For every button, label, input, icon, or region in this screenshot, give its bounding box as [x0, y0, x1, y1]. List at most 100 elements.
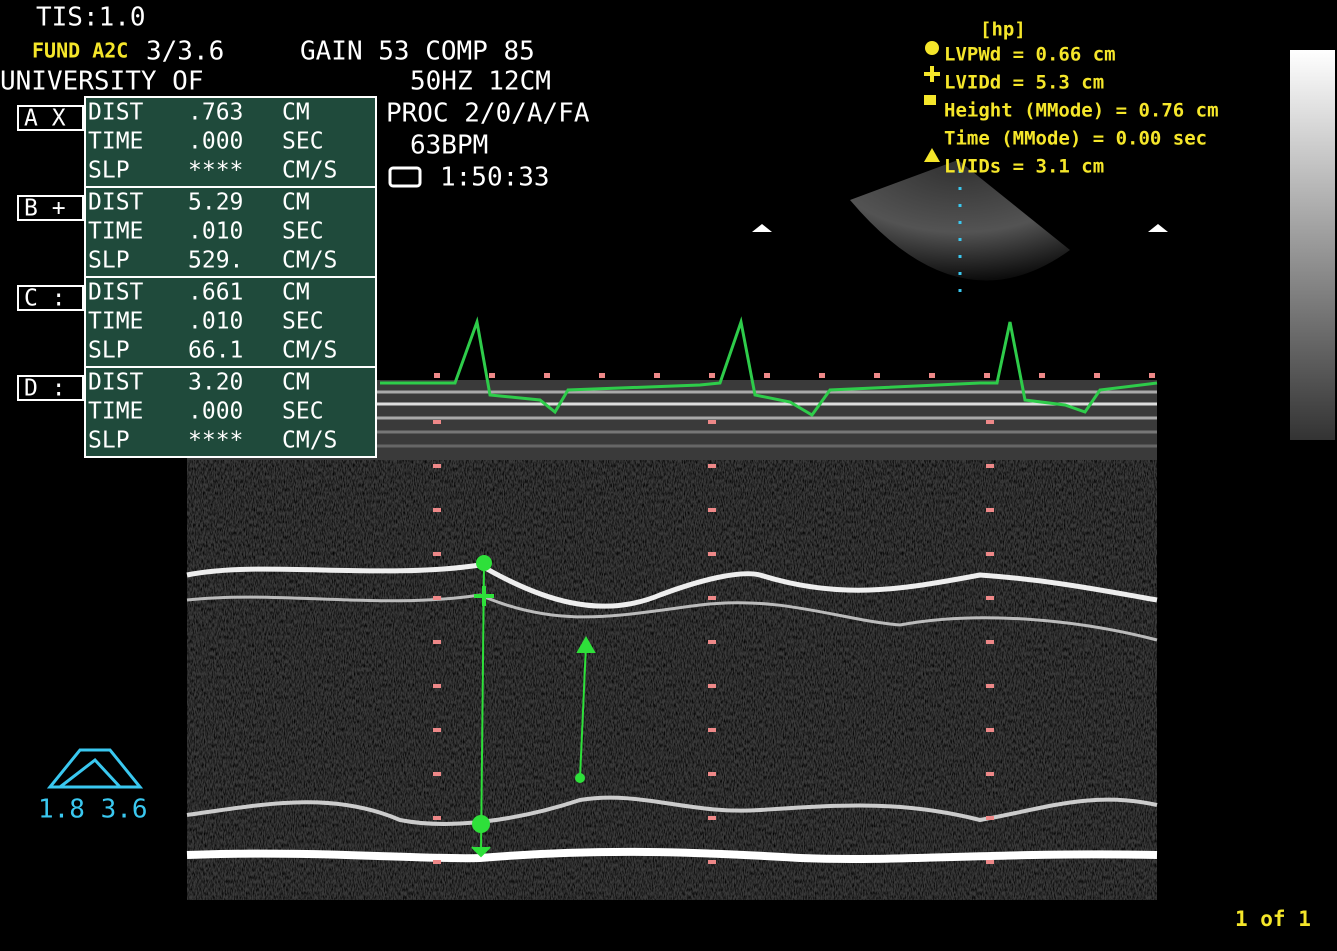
probe: [hp]	[980, 19, 1026, 41]
result-item: LVIDd = 5.3 cm	[944, 72, 1104, 94]
result-item: Height (MMode) = 0.76 cm	[944, 100, 1219, 122]
time-tick	[708, 860, 716, 864]
time-tick	[708, 552, 716, 556]
caliper-cell: CM/S	[282, 158, 337, 184]
time-tick	[1039, 373, 1045, 378]
caliper-cell: DIST	[88, 190, 144, 216]
heart-rate: 63BPM	[410, 131, 488, 161]
caliper-label: B +	[24, 196, 66, 222]
time-tick	[986, 860, 994, 864]
grayscale-bar	[1290, 50, 1335, 440]
time-tick	[986, 772, 994, 776]
time-tick	[708, 684, 716, 688]
result-item: LVIDs = 3.1 cm	[944, 156, 1104, 178]
caliper-cell: SEC	[282, 399, 324, 425]
time-tick	[433, 816, 441, 820]
caliper-cell: .763	[188, 100, 243, 126]
time-tick	[433, 640, 441, 644]
caliper-cell: .010	[188, 219, 243, 245]
caliper-cell: CM/S	[282, 428, 337, 454]
time-tick	[708, 420, 716, 424]
page-indicator: 1 of 1	[1235, 907, 1311, 931]
preset: FUND A2C	[32, 39, 128, 63]
result-item: LVPWd = 0.66 cm	[944, 44, 1116, 66]
time-tick	[984, 373, 990, 378]
time-tick	[433, 860, 441, 864]
time-tick	[708, 640, 716, 644]
frame-rate: 50HZ 12CM	[410, 67, 551, 97]
caliper-cell: .661	[188, 280, 243, 306]
time-tick	[433, 508, 441, 512]
time-tick	[929, 373, 935, 378]
ultrasound-screen: TIS:1.0 FUND A2C 3/3.6 GAIN 53 COMP 85 U…	[0, 0, 1337, 951]
time-tick	[986, 508, 994, 512]
caliper-cell: 66.1	[188, 338, 243, 364]
caliper-cell: TIME	[88, 309, 143, 335]
caliper-cell: .000	[188, 399, 243, 425]
time-tick	[433, 596, 441, 600]
caliper-cell: CM	[282, 100, 310, 126]
caliper-cell: ****	[188, 428, 243, 454]
time-tick	[819, 373, 825, 378]
time-tick	[708, 596, 716, 600]
time-tick	[708, 728, 716, 732]
caliper-cell: SLP	[88, 248, 130, 274]
caliper-cell: CM/S	[282, 338, 337, 364]
caliper-cell: CM	[282, 370, 310, 396]
institution: UNIVERSITY OF	[0, 67, 204, 97]
caliper-cell: DIST	[88, 280, 144, 306]
caliper-cell: .000	[188, 129, 243, 155]
time-tick	[874, 373, 880, 378]
caliper-cell: SLP	[88, 428, 130, 454]
time-tick	[708, 508, 716, 512]
time-tick	[544, 373, 550, 378]
clock: 1:50:33	[440, 163, 550, 193]
time-tick	[986, 596, 994, 600]
time-tick	[986, 420, 994, 424]
depth-range: 1.8 3.6	[38, 795, 148, 825]
caliper-cell: .010	[188, 309, 243, 335]
time-tick	[764, 373, 770, 378]
tis: TIS:1.0	[36, 3, 146, 33]
time-tick	[654, 373, 660, 378]
time-tick	[986, 640, 994, 644]
caliper-label: D :	[24, 376, 66, 402]
caliper-cell: 5.29	[188, 190, 243, 216]
time-tick	[599, 373, 605, 378]
caliper-cell: DIST	[88, 100, 144, 126]
caliper-label: C :	[24, 286, 66, 312]
frequency: 3/3.6	[146, 37, 224, 67]
time-tick	[986, 464, 994, 468]
time-tick	[708, 816, 716, 820]
time-tick	[1094, 373, 1100, 378]
result-item: Time (MMode) = 0.00 sec	[944, 128, 1207, 150]
time-tick	[433, 684, 441, 688]
caliper-cell: ****	[188, 158, 243, 184]
caliper-cell: TIME	[88, 219, 143, 245]
caliper-cell: CM	[282, 190, 310, 216]
time-tick	[709, 373, 715, 378]
caliper-label: A X	[24, 106, 66, 132]
time-tick	[708, 772, 716, 776]
processing: PROC 2/0/A/FA	[386, 99, 590, 129]
time-tick	[1149, 373, 1155, 378]
caliper-cell: DIST	[88, 370, 144, 396]
time-tick	[986, 684, 994, 688]
caliper-cell: SEC	[282, 219, 324, 245]
time-tick	[433, 552, 441, 556]
caliper-cell: SLP	[88, 338, 130, 364]
time-tick	[433, 772, 441, 776]
caliper-cell: SEC	[282, 129, 324, 155]
caliper-cell: CM/S	[282, 248, 337, 274]
time-tick	[433, 464, 441, 468]
time-tick	[986, 816, 994, 820]
time-tick	[433, 420, 441, 424]
caliper-cell: 529.	[188, 248, 243, 274]
time-tick	[986, 552, 994, 556]
caliper-cell: SEC	[282, 309, 324, 335]
caliper-cell: 3.20	[188, 370, 243, 396]
time-tick	[489, 373, 495, 378]
caliper-cell: TIME	[88, 129, 143, 155]
time-tick	[434, 373, 440, 378]
gain: GAIN 53 COMP 85	[300, 37, 535, 67]
